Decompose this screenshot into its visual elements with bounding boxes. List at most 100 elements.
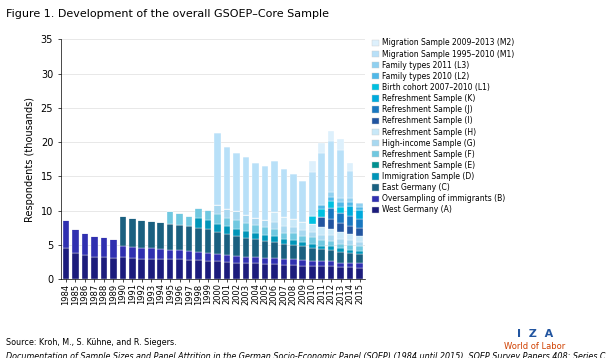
Bar [337, 267, 344, 279]
Bar [205, 220, 212, 229]
Bar [280, 240, 287, 244]
Bar [252, 240, 259, 257]
Bar [157, 259, 164, 279]
Bar [195, 208, 202, 218]
Bar [157, 249, 164, 259]
Bar [319, 217, 325, 227]
Bar [347, 198, 353, 203]
Bar [347, 234, 353, 240]
Text: I  Z  A: I Z A [517, 329, 553, 339]
Bar [176, 213, 183, 225]
Bar [110, 239, 117, 258]
Text: Figure 1. Development of the overall GSOEP–Core Sample: Figure 1. Development of the overall GSO… [6, 9, 329, 19]
Bar [243, 223, 249, 231]
Bar [167, 224, 173, 250]
Bar [309, 248, 316, 261]
Bar [337, 232, 344, 239]
Bar [328, 246, 334, 250]
Bar [337, 139, 344, 150]
Bar [224, 234, 230, 255]
Bar [214, 204, 221, 214]
Bar [337, 223, 344, 232]
Bar [309, 266, 316, 279]
Bar [271, 242, 278, 258]
Bar [252, 263, 259, 279]
Legend: Migration Sample 2009–2013 (M2), Migration Sample 1995–2010 (M1), Family types 2: Migration Sample 2009–2013 (M2), Migrati… [371, 38, 514, 214]
Bar [243, 215, 249, 223]
Bar [214, 214, 221, 224]
Bar [252, 233, 259, 240]
Bar [356, 207, 363, 210]
Bar [233, 228, 240, 236]
Bar [167, 259, 173, 279]
Bar [328, 201, 334, 208]
Bar [186, 227, 193, 251]
Bar [186, 260, 193, 279]
Bar [290, 227, 297, 233]
Bar [261, 264, 268, 279]
Bar [63, 248, 69, 279]
Bar [224, 262, 230, 279]
Bar [347, 206, 353, 216]
Bar [319, 209, 325, 217]
Bar [328, 228, 334, 235]
Bar [337, 150, 344, 198]
Bar [252, 218, 259, 225]
Bar [261, 219, 268, 227]
Bar [356, 219, 363, 228]
Bar [347, 267, 353, 279]
Bar [356, 251, 363, 254]
Bar [319, 240, 325, 246]
Bar [347, 263, 353, 267]
Bar [319, 227, 325, 235]
Bar [300, 266, 306, 279]
Bar [356, 267, 363, 279]
Bar [167, 211, 173, 224]
Bar [280, 226, 287, 233]
Bar [337, 243, 344, 248]
Bar [176, 225, 183, 251]
Bar [319, 153, 325, 204]
Bar [243, 231, 249, 238]
Bar [337, 213, 344, 223]
Bar [72, 253, 79, 279]
Bar [129, 247, 136, 258]
Bar [233, 263, 240, 279]
Bar [186, 251, 193, 260]
Bar [63, 220, 69, 248]
Bar [309, 243, 316, 248]
Bar [139, 220, 145, 248]
Bar [300, 242, 306, 246]
Bar [328, 131, 334, 141]
Bar [243, 257, 249, 263]
Bar [337, 207, 344, 213]
Bar [224, 255, 230, 262]
Bar [309, 171, 316, 216]
Bar [319, 204, 325, 209]
Bar [186, 216, 193, 227]
Bar [319, 143, 325, 153]
Bar [261, 258, 268, 264]
Bar [100, 257, 107, 279]
Bar [81, 233, 88, 255]
Bar [280, 217, 287, 226]
Bar [319, 261, 325, 266]
Bar [290, 174, 297, 219]
Bar [337, 252, 344, 263]
Bar [205, 252, 212, 261]
Bar [214, 232, 221, 254]
Bar [300, 180, 306, 222]
Bar [271, 212, 278, 222]
Bar [233, 256, 240, 263]
Bar [347, 250, 353, 252]
Bar [214, 261, 221, 279]
Bar [328, 192, 334, 197]
Bar [319, 249, 325, 261]
Bar [347, 226, 353, 234]
Bar [233, 219, 240, 228]
Bar [319, 246, 325, 249]
Y-axis label: Respondents (thousands): Respondents (thousands) [25, 97, 35, 222]
Bar [271, 161, 278, 212]
Bar [280, 259, 287, 265]
Bar [176, 251, 183, 259]
